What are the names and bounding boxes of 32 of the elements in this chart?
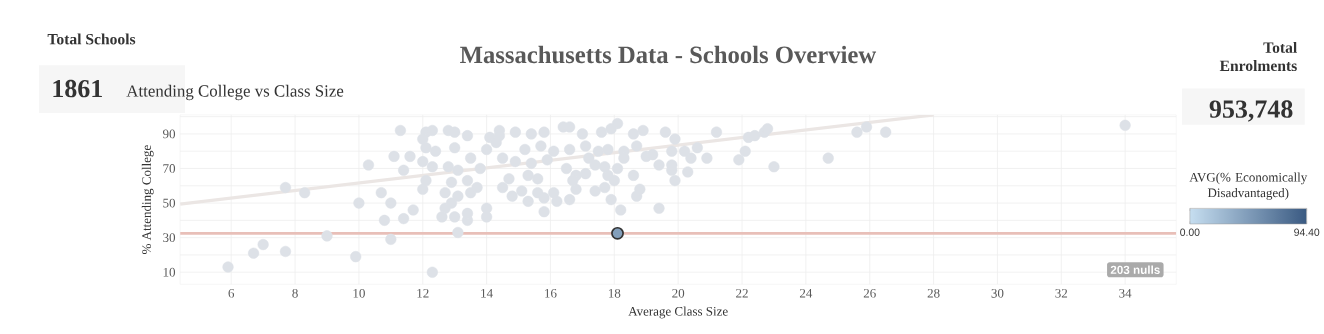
- text: 1861: [53, 79, 102, 98]
- x-tick-label: 34: [1119, 288, 1132, 298]
- x-tick-label: 10: [353, 288, 365, 298]
- y-axis-title: % Attending College: [141, 145, 154, 254]
- x-tick-label: 32: [1055, 288, 1068, 298]
- color-bar-label: 0.00: [1180, 228, 1200, 236]
- chart-title: Massachusetts Data - Schools Overview: [460, 45, 877, 64]
- y-tick-label: 10: [163, 267, 176, 277]
- x-tick-label: 18: [608, 288, 621, 298]
- y-tick-label: 90: [162, 129, 176, 139]
- text: Total Enrolments: [1219, 41, 1297, 72]
- x-tick-label: 20: [672, 288, 685, 298]
- x-tick-label: 16: [545, 288, 557, 298]
- y-tick-label: 30: [163, 233, 176, 243]
- text: Total Schools: [47, 33, 136, 45]
- color-bar-label: 94.40: [1294, 228, 1320, 236]
- x-tick-label: 26: [863, 288, 876, 298]
- annotation: 203 nulls: [1110, 265, 1160, 275]
- x-axis-title: Average Class Size: [628, 306, 728, 319]
- y-tick-label: 50: [163, 198, 176, 208]
- x-tick-label: 24: [799, 288, 813, 298]
- x-tick-label: 22: [736, 288, 748, 298]
- x-tick-label: 12: [417, 288, 429, 298]
- x-tick-label: 14: [481, 288, 493, 298]
- x-tick-label: 6: [228, 288, 235, 298]
- x-tick-label: 8: [292, 288, 298, 298]
- x-tick-label: 30: [991, 288, 1004, 298]
- x-tick-label: 28: [927, 288, 940, 298]
- y-tick-label: 70: [163, 164, 176, 173]
- chart-subtitle: Attending College vs Class Size: [126, 84, 344, 101]
- color-bar-title: AVG(% Economically Disadvantaged): [1189, 172, 1308, 200]
- text: 953,748: [1209, 100, 1293, 122]
